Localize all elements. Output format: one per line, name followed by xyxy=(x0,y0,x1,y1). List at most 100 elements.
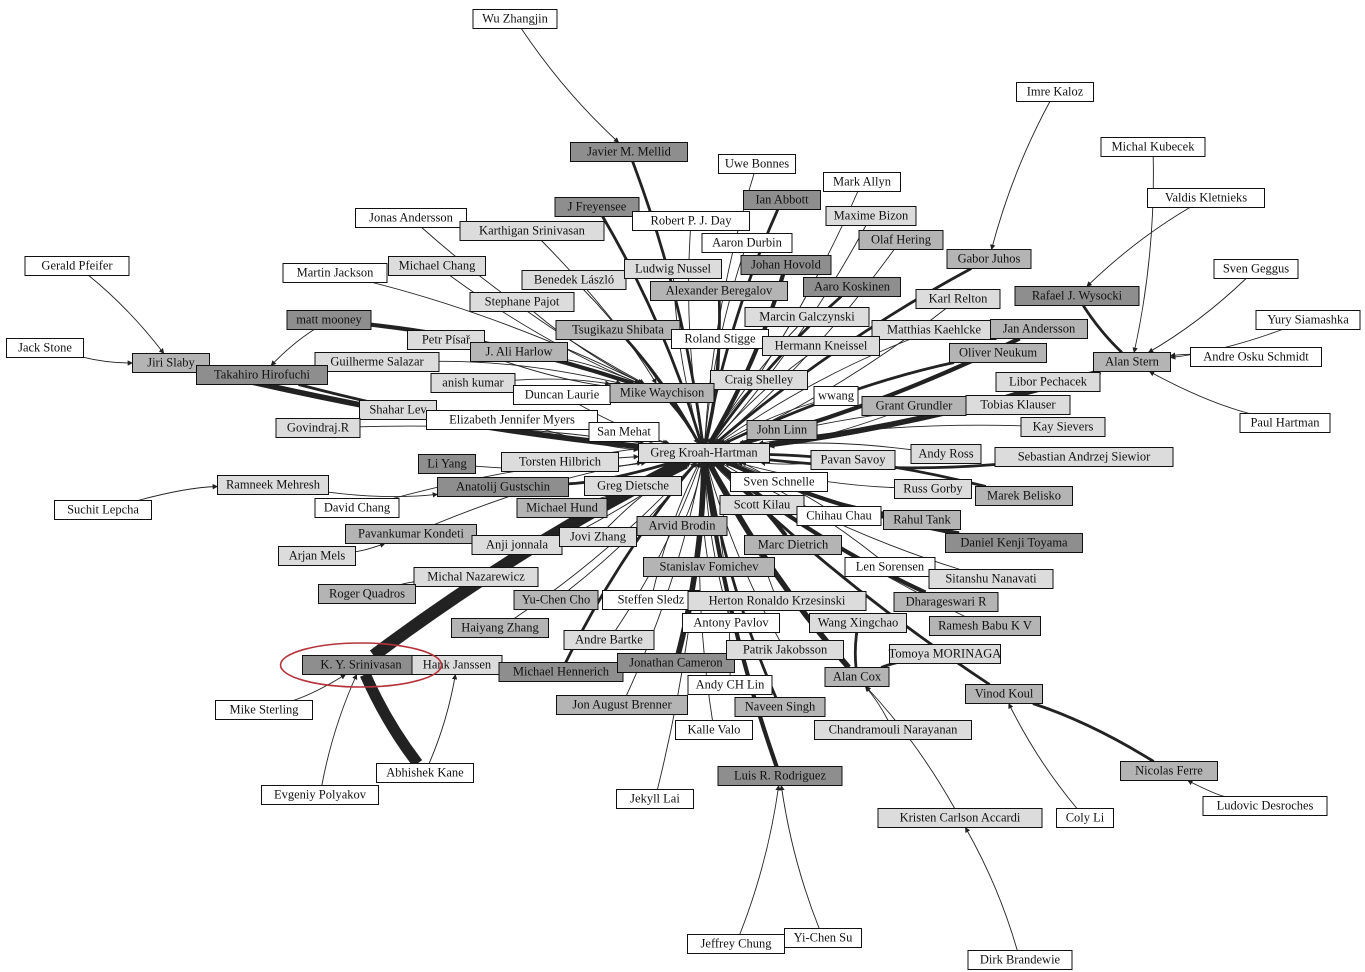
node-siamashka[interactable]: Yury Siamashka xyxy=(1255,310,1361,330)
node-savoy[interactable]: Pavan Savoy xyxy=(810,450,896,470)
node-nanavati[interactable]: Sitanshu Nanavati xyxy=(928,569,1054,589)
node-cox[interactable]: Alan Cox xyxy=(824,667,890,687)
node-kubecek[interactable]: Michal Kubecek xyxy=(1100,137,1206,157)
node-hund[interactable]: Michael Hund xyxy=(516,498,608,518)
node-liyang[interactable]: Li Yang xyxy=(418,454,476,474)
node-mooney[interactable]: matt mooney xyxy=(286,310,372,330)
node-jzhang[interactable]: Jovi Zhang xyxy=(559,527,637,547)
node-allyn[interactable]: Mark Allyn xyxy=(823,172,901,192)
node-klauser[interactable]: Tobias Klauser xyxy=(965,395,1071,415)
node-brodin[interactable]: Arvid Brodin xyxy=(636,516,728,536)
node-siewior[interactable]: Sebastian Andrzej Siewior xyxy=(994,447,1174,467)
node-hennerich[interactable]: Michael Hennerich xyxy=(498,662,624,682)
node-babu[interactable]: Ramesh Babu K V xyxy=(929,616,1041,636)
node-kaloz[interactable]: Imre Kaloz xyxy=(1016,82,1094,102)
node-morinaga[interactable]: Tomoya MORINAGA xyxy=(889,644,1002,664)
node-dchang[interactable]: David Chang xyxy=(314,498,400,518)
node-mels[interactable]: Arjan Mels xyxy=(278,546,356,566)
node-durbin[interactable]: Aaron Durbin xyxy=(701,233,793,253)
node-stigge[interactable]: Roland Stigge xyxy=(671,329,769,349)
node-govindraj[interactable]: Govindraj.R xyxy=(275,418,361,438)
node-abbott[interactable]: Ian Abbott xyxy=(743,190,821,210)
node-koul[interactable]: Vinod Koul xyxy=(965,684,1043,704)
node-kondeti[interactable]: Pavankumar Kondeti xyxy=(345,524,477,544)
node-pisar[interactable]: Petr Písař xyxy=(407,330,485,350)
node-pechacek[interactable]: Libor Pechacek xyxy=(995,372,1101,392)
node-desroches[interactable]: Ludovic Desroches xyxy=(1202,796,1328,816)
node-relton[interactable]: Karl Relton xyxy=(915,289,1001,309)
node-hartman[interactable]: Paul Hartman xyxy=(1239,413,1331,433)
node-toyama[interactable]: Daniel Kenji Toyama xyxy=(945,533,1083,553)
node-brenner[interactable]: Jon August Brenner xyxy=(556,695,688,715)
node-beregalov[interactable]: Alexander Beregalov xyxy=(650,281,788,301)
node-rodriguez[interactable]: Luis R. Rodriguez xyxy=(717,766,843,786)
node-lai[interactable]: Jekyll Lai xyxy=(616,789,694,809)
node-freyensee[interactable]: J Freyensee xyxy=(554,197,640,217)
node-narayanan[interactable]: Chandramouli Narayanan xyxy=(814,720,972,740)
node-nussel[interactable]: Ludwig Nussel xyxy=(624,259,722,279)
node-juhos[interactable]: Gabor Juhos xyxy=(946,249,1032,269)
node-bizon[interactable]: Maxime Bizon xyxy=(825,206,917,226)
node-andylin[interactable]: Andy CH Lin xyxy=(687,675,773,695)
node-shibata[interactable]: Tsugikazu Shibata xyxy=(555,320,681,340)
node-kletnieks[interactable]: Valdis Kletnieks xyxy=(1147,188,1265,208)
node-jonnala[interactable]: Anji jonnala xyxy=(471,535,563,555)
node-wwang[interactable]: wwang xyxy=(813,386,859,406)
node-laurie[interactable]: Duncan Laurie xyxy=(513,385,611,405)
node-sterling[interactable]: Mike Sterling xyxy=(215,700,313,720)
node-karthigan[interactable]: Karthigan Srinivasan xyxy=(459,221,605,241)
node-koskinen[interactable]: Aaro Koskinen xyxy=(803,277,901,297)
node-pavlov[interactable]: Antony Pavlov xyxy=(682,613,780,633)
node-wu[interactable]: Wu Zhangjin xyxy=(472,9,558,29)
node-stone[interactable]: Jack Stone xyxy=(6,338,84,358)
node-ycho[interactable]: Yu-Chen Cho xyxy=(513,590,599,610)
node-mellid[interactable]: Javier M. Mellid xyxy=(570,142,688,162)
node-kumar[interactable]: anish kumar xyxy=(430,373,516,393)
node-srinivasan[interactable]: K. Y. Srinivasan xyxy=(302,655,420,675)
node-benedek[interactable]: Benedek László xyxy=(521,270,627,290)
node-chung[interactable]: Jeffrey Chung xyxy=(687,934,785,954)
node-oskar[interactable]: Andre Osku Schmidt xyxy=(1190,347,1322,367)
node-shelley[interactable]: Craig Shelley xyxy=(710,370,808,390)
node-pfeifer[interactable]: Gerald Pfeifer xyxy=(24,256,130,276)
node-bartke[interactable]: Andre Bartke xyxy=(563,630,655,650)
node-janandersson[interactable]: Jan Andersson xyxy=(990,319,1088,339)
node-myers[interactable]: Elizabeth Jennifer Myers xyxy=(426,410,598,430)
node-dietrich[interactable]: Marc Dietrich xyxy=(744,535,842,555)
node-sievers[interactable]: Kay Sievers xyxy=(1020,417,1106,437)
node-schnelle[interactable]: Sven Schnelle xyxy=(730,472,828,492)
node-valo[interactable]: Kalle Valo xyxy=(675,720,753,740)
node-mehat[interactable]: San Mehat xyxy=(588,422,660,442)
node-day[interactable]: Robert P. J. Day xyxy=(632,211,750,231)
node-tank[interactable]: Rahul Tank xyxy=(883,510,961,530)
node-polyakov[interactable]: Evgeniy Polyakov xyxy=(261,785,379,805)
node-mjackson[interactable]: Martin Jackson xyxy=(282,263,388,283)
node-lepcha[interactable]: Suchit Lepcha xyxy=(54,500,152,520)
node-harlow[interactable]: J. Ali Harlow xyxy=(470,342,568,362)
node-pajot[interactable]: Stephane Pajot xyxy=(469,292,575,312)
node-wang[interactable]: Wang Xingchao xyxy=(809,613,907,633)
node-mehresh[interactable]: Ramneek Mehresh xyxy=(217,475,329,495)
node-kneissel[interactable]: Hermann Kneissel xyxy=(762,336,880,356)
node-cameron[interactable]: Jonathan Cameron xyxy=(617,653,735,673)
node-yisu[interactable]: Yi-Chen Su xyxy=(784,928,862,948)
node-singh[interactable]: Naveen Singh xyxy=(734,697,826,717)
node-brandewie[interactable]: Dirk Brandewie xyxy=(967,950,1073,970)
node-kane[interactable]: Abhishek Kane xyxy=(376,763,474,783)
node-colyli[interactable]: Coly Li xyxy=(1056,808,1114,828)
node-chihau[interactable]: Chihau Chau xyxy=(796,506,882,526)
node-salazar[interactable]: Guilherme Salazar xyxy=(314,352,440,372)
node-kaehlcke[interactable]: Matthias Kaehlcke xyxy=(871,320,997,340)
node-fomichev[interactable]: Stanislav Fomichev xyxy=(643,557,775,577)
node-jandersson[interactable]: Jonas Andersson xyxy=(355,208,467,228)
node-krzesinski[interactable]: Herton Ronaldo Krzesinski xyxy=(687,591,867,611)
node-wysocki[interactable]: Rafael J. Wysocki xyxy=(1014,286,1140,306)
node-kilau[interactable]: Scott Kilau xyxy=(719,495,805,515)
node-ferre[interactable]: Nicolas Ferre xyxy=(1120,761,1218,781)
node-gorby[interactable]: Russ Gorby xyxy=(894,479,972,499)
node-gkh[interactable]: Greg Kroah-Hartman xyxy=(638,443,770,463)
node-dietsche[interactable]: Greg Dietsche xyxy=(584,476,682,496)
node-hirofuchi[interactable]: Takahiro Hirofuchi xyxy=(196,365,328,385)
node-belisko[interactable]: Marek Belisko xyxy=(975,486,1073,506)
node-hering[interactable]: Olaf Hering xyxy=(858,230,944,250)
